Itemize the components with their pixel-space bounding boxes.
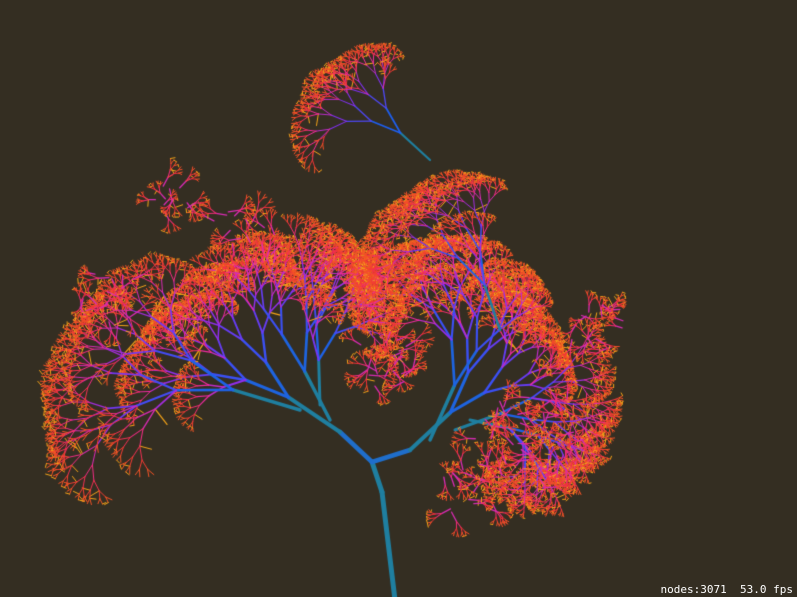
nodes-label: nodes:: [660, 583, 701, 596]
hud-spacer: [727, 583, 740, 596]
stats-readout: nodes:3071 53.0 fps: [661, 583, 794, 596]
fps-label: fps: [773, 583, 793, 596]
fps-value: 53.0: [740, 583, 767, 596]
nodes-count: 3071: [700, 583, 727, 596]
